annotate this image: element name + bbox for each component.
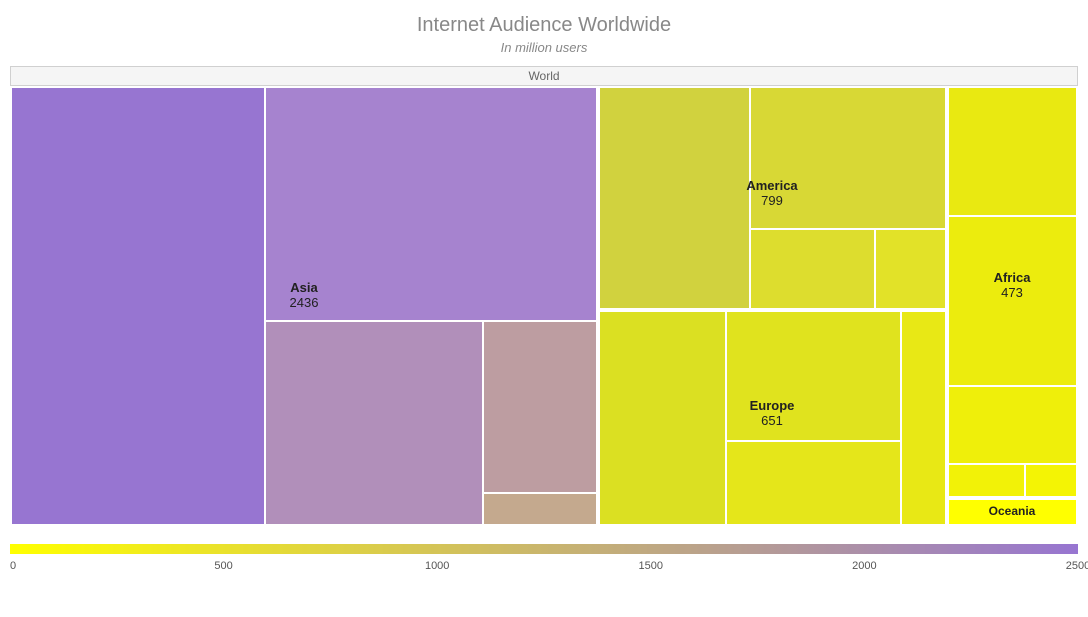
treemap-cell-asia-c3[interactable] (265, 321, 483, 526)
treemap-cell-eu-c1[interactable] (598, 310, 726, 526)
treemap-header-label: World (528, 69, 559, 83)
treemap-cell-am-c4[interactable] (875, 229, 947, 310)
treemap-cell-asia-c4[interactable] (483, 321, 598, 493)
treemap-cell-am-c3[interactable] (750, 229, 875, 310)
treemap-cell-asia-c1[interactable] (10, 86, 265, 526)
treemap-cell-oc-c1[interactable] (947, 498, 1078, 526)
color-scale-bar (10, 544, 1078, 554)
treemap: Asia2436America799Europe651Africa473Ocea… (10, 86, 1078, 526)
treemap-cell-eu-c2[interactable] (726, 310, 901, 441)
treemap-cell-am-c1[interactable] (598, 86, 750, 310)
scale-tick-2500: 2500 (1066, 560, 1088, 572)
chart-subtitle: In million users (0, 40, 1088, 55)
treemap-cell-asia-c5[interactable] (483, 493, 598, 526)
treemap-cell-af-c3[interactable] (947, 386, 1078, 464)
treemap-cell-eu-c4[interactable] (901, 310, 947, 526)
treemap-cell-af-c5[interactable] (1025, 464, 1078, 498)
treemap-cell-asia-c2[interactable] (265, 86, 598, 321)
scale-tick-1000: 1000 (425, 560, 449, 572)
treemap-cell-af-c2[interactable] (947, 216, 1078, 386)
treemap-header[interactable]: World (10, 66, 1078, 86)
treemap-cell-af-c4[interactable] (947, 464, 1025, 498)
scale-tick-2000: 2000 (852, 560, 876, 572)
treemap-cell-eu-c3[interactable] (726, 441, 901, 526)
scale-tick-1500: 1500 (639, 560, 663, 572)
chart-title: Internet Audience Worldwide (0, 14, 1088, 37)
scale-tick-500: 500 (214, 560, 232, 572)
treemap-cell-af-c1[interactable] (947, 86, 1078, 216)
treemap-cell-am-c2[interactable] (750, 86, 947, 229)
scale-tick-0: 0 (10, 560, 16, 572)
